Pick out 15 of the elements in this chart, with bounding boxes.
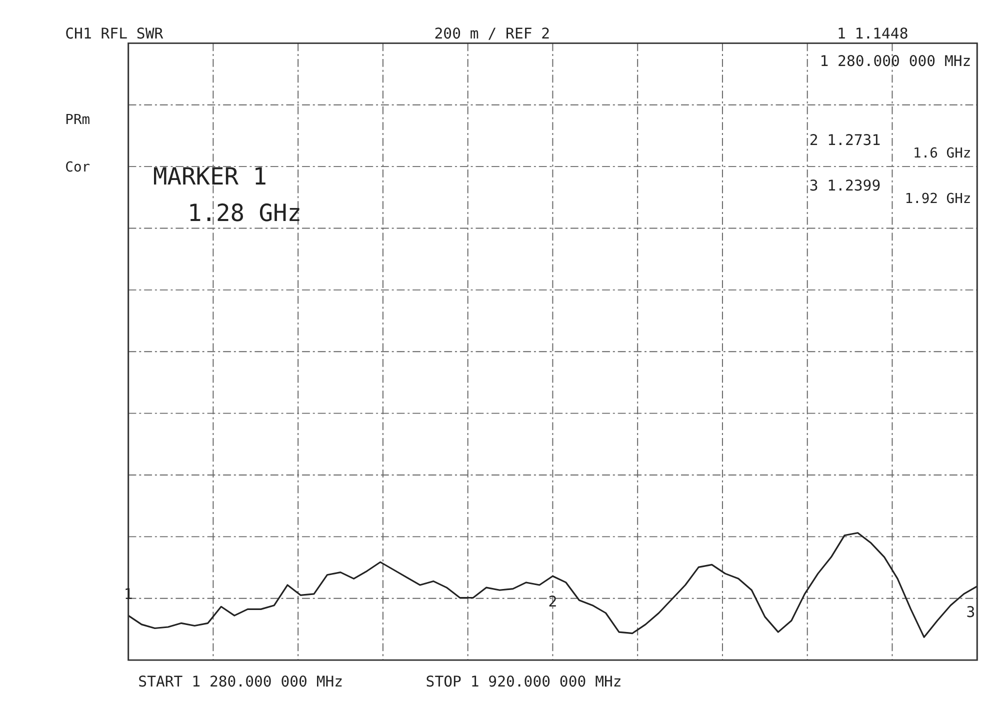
text: 1.6 GHz [913, 146, 972, 162]
annotation: 2 [548, 594, 558, 611]
text: CH1 RFL SWR [65, 25, 164, 42]
text: PRm [65, 112, 90, 128]
text: STOP 1 920.000 000 MHz [426, 674, 622, 691]
text: 200 m / REF 2 [434, 25, 550, 42]
text: 1.92 GHz [904, 191, 972, 208]
text: Cor [65, 160, 90, 176]
text: 3 1.2399 [809, 177, 881, 194]
text: 1 1.1448 [836, 25, 908, 42]
text: 1.28 GHz [188, 198, 302, 227]
text: 2 1.2731 [809, 132, 881, 149]
text: MARKER 1 [152, 162, 267, 190]
text: START 1 280.000 000 MHz [138, 674, 344, 691]
annotation: 3 [966, 604, 976, 621]
